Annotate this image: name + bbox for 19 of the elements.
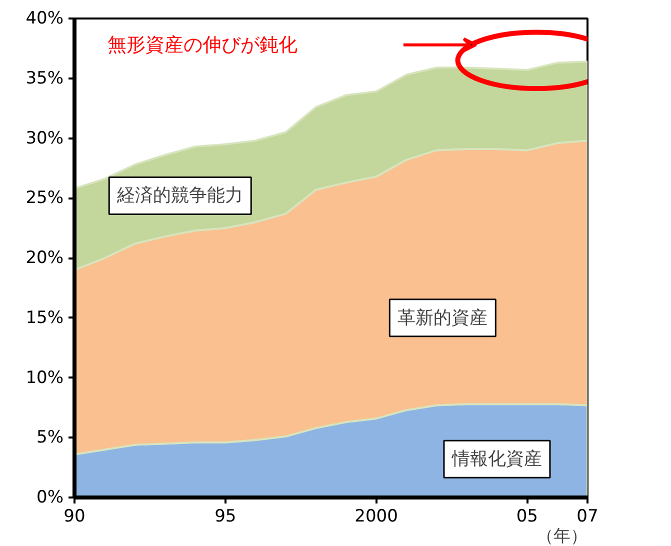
series-label: 経済的競争能力 bbox=[116, 185, 244, 206]
y-tick-label: 25% bbox=[26, 188, 64, 208]
x-axis-title: （年） bbox=[536, 526, 588, 546]
y-tick-label: 10% bbox=[26, 368, 64, 388]
x-tick-label: 95 bbox=[214, 506, 236, 526]
annotation: 無形資産の伸びが鈍化 bbox=[108, 34, 298, 56]
y-tick-label: 35% bbox=[26, 68, 64, 88]
y-tick-label: 0% bbox=[36, 488, 64, 508]
y-tick-label: 5% bbox=[36, 428, 64, 448]
x-tick-label: 05 bbox=[516, 506, 538, 526]
series-label: 情報化資産 bbox=[450, 448, 542, 470]
x-tick-label: 2000 bbox=[354, 506, 398, 526]
y-tick-label: 20% bbox=[26, 248, 64, 268]
y-tick-label: 30% bbox=[26, 128, 64, 148]
y-tick-label: 40% bbox=[26, 8, 64, 28]
y-tick-label: 15% bbox=[26, 308, 64, 328]
x-tick-label: 90 bbox=[64, 506, 86, 526]
x-tick-label: 07 bbox=[576, 506, 598, 526]
series-label: 革新的資産 bbox=[398, 307, 488, 328]
